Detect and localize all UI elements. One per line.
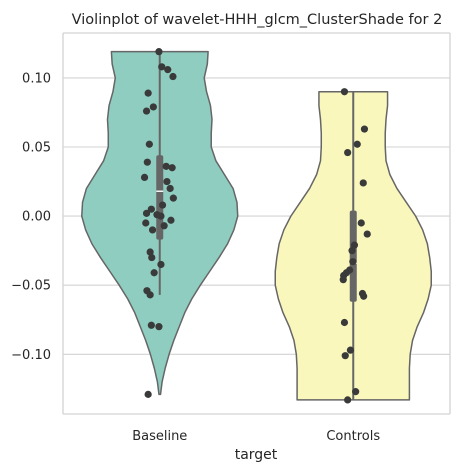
data-point	[146, 248, 154, 256]
data-point	[167, 216, 175, 224]
data-point	[353, 140, 361, 148]
data-point	[160, 222, 168, 230]
data-point	[360, 125, 369, 133]
data-point	[157, 212, 165, 220]
data-point	[344, 396, 352, 404]
data-point	[162, 162, 170, 170]
data-point	[157, 260, 165, 269]
data-point	[169, 194, 177, 202]
x-tick-label: Baseline	[132, 429, 187, 444]
y-tick-label: 0.10	[22, 71, 51, 86]
x-tick-label: Controls	[326, 429, 380, 444]
y-tick-label: 0.05	[22, 141, 51, 156]
data-point	[145, 140, 153, 148]
data-point	[144, 390, 152, 398]
data-point	[142, 219, 150, 227]
data-point	[169, 72, 177, 81]
x-tick-labels: Baseline Controls	[132, 429, 380, 444]
data-point	[143, 158, 151, 166]
data-point	[359, 179, 367, 187]
data-point	[341, 352, 349, 360]
plot-frame	[62, 32, 451, 415]
violin-group-controls	[274, 88, 432, 404]
data-point	[346, 346, 355, 354]
data-point	[340, 318, 349, 327]
data-point	[166, 184, 174, 193]
violin-iqr-box	[349, 210, 357, 302]
x-axis-label: target	[235, 447, 278, 463]
data-point	[158, 201, 167, 209]
data-point	[142, 209, 151, 217]
y-tick-label: −0.05	[11, 279, 51, 294]
data-point	[149, 103, 157, 111]
data-point	[147, 205, 155, 213]
data-point	[352, 388, 360, 396]
y-tick-label: −0.10	[11, 348, 51, 363]
data-point	[148, 226, 157, 234]
data-point	[146, 291, 154, 299]
data-point	[339, 276, 347, 284]
data-point	[142, 107, 151, 115]
data-point	[363, 230, 371, 238]
data-point	[350, 241, 359, 249]
data-point	[155, 323, 163, 331]
data-point	[164, 66, 172, 74]
chart-title: Violinplot of wavelet-HHH_glcm_ClusterSh…	[72, 12, 443, 28]
data-point	[150, 269, 158, 277]
data-point	[340, 88, 349, 96]
data-point	[348, 247, 356, 255]
data-point	[155, 48, 163, 56]
data-point	[360, 292, 368, 300]
violin-group-baseline	[81, 48, 239, 398]
data-point	[147, 321, 155, 329]
data-point	[158, 63, 166, 71]
data-point	[144, 89, 152, 97]
y-tick-label: 0.00	[22, 210, 51, 225]
data-point	[357, 219, 365, 227]
data-point	[148, 253, 156, 262]
y-tick-labels: −0.10 −0.05 0.00 0.05 0.10	[11, 71, 51, 362]
data-point	[163, 177, 171, 186]
data-point	[349, 258, 357, 266]
violins	[81, 48, 432, 404]
data-point	[168, 164, 176, 172]
data-point	[140, 173, 149, 182]
data-point	[344, 148, 352, 157]
